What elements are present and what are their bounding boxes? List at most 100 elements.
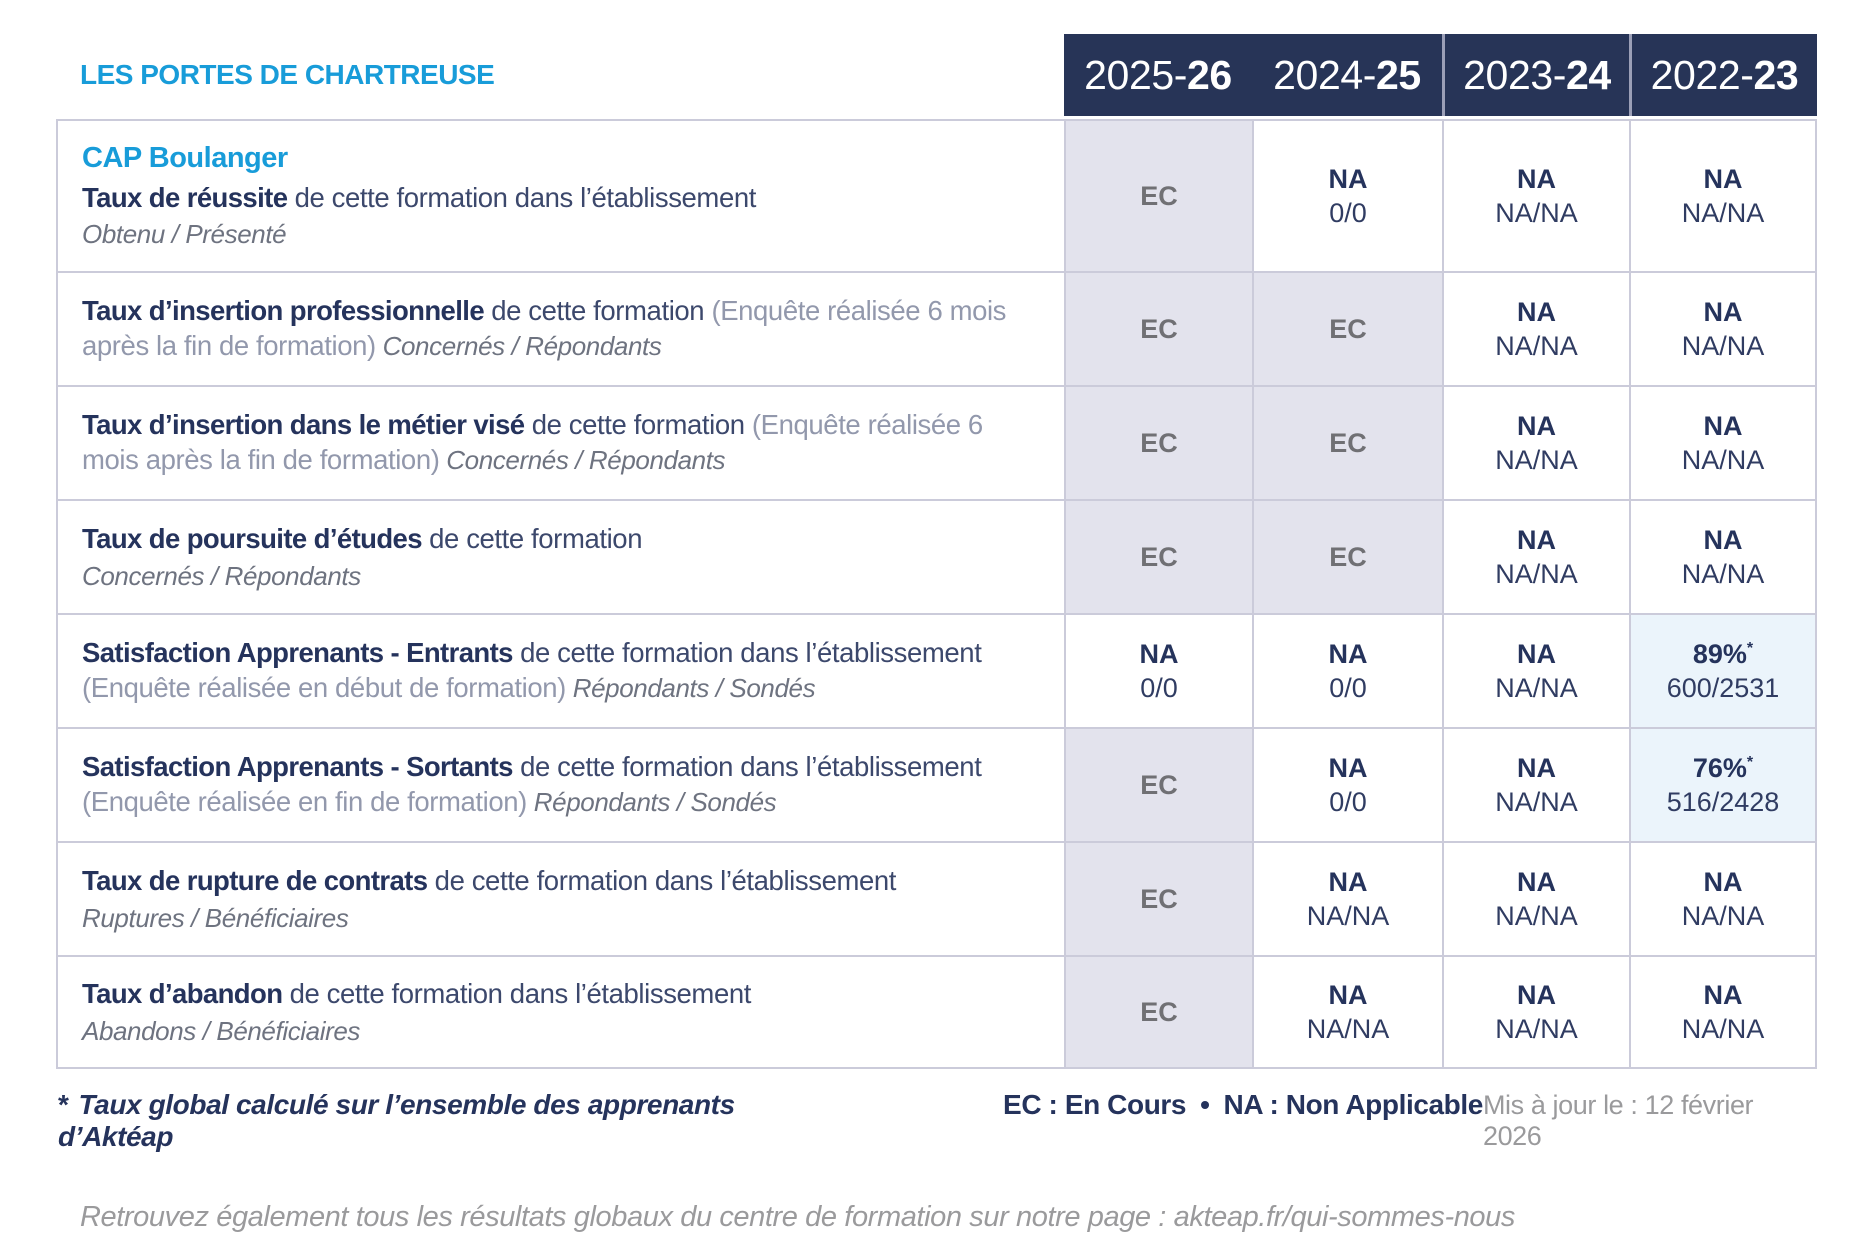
year-suffix: 24 [1566, 51, 1611, 98]
value-detail: NA/NA [1495, 330, 1578, 361]
value-detail: 0/0 [1329, 672, 1367, 703]
value-in-progress: EC [1140, 769, 1178, 800]
value-cell: NA NA/NA [1442, 119, 1629, 271]
row-label: Taux d’insertion dans le métier visé de … [56, 385, 1064, 499]
value-in-progress: EC [1329, 427, 1367, 458]
indicator-desc: de cette formation dans l’établissement [427, 865, 897, 897]
value-detail: NA/NA [1495, 444, 1578, 475]
indicator-name: Taux d’insertion professionnelle [82, 295, 485, 327]
year-prefix: 2023- [1463, 51, 1567, 98]
value-cell: NA NA/NA [1629, 119, 1817, 271]
value-asterisk: * [1746, 753, 1754, 771]
bottom-note: Retrouvez également tous les résultats g… [80, 1201, 1515, 1233]
row-label: Satisfaction Apprenants - Sortants de ce… [56, 727, 1064, 841]
footnote: * Taux global calculé sur l’ensemble des … [58, 1089, 853, 1153]
value-detail: 600/2531 [1666, 672, 1780, 703]
footer-row: * Taux global calculé sur l’ensemble des … [56, 1089, 1819, 1153]
indicator-ratio-label: Abandons / Bénéficiaires [82, 1015, 361, 1046]
row-label: Taux d’abandon de cette formation dans l… [56, 955, 1064, 1069]
indicator-name: Taux de rupture de contrats [82, 865, 428, 897]
value-main: NA [1517, 296, 1556, 327]
row-label-text: Satisfaction Apprenants - Sortants de ce… [82, 750, 1044, 819]
value-main: NA [1703, 410, 1743, 441]
value-main: NA [1703, 163, 1743, 194]
value-cell: NA NA/NA [1442, 385, 1629, 499]
value-in-progress: EC [1140, 883, 1178, 914]
value-detail: NA/NA [1495, 197, 1578, 228]
year-suffix: 23 [1753, 51, 1799, 98]
value-main: NA [1328, 163, 1368, 194]
indicator-ratio-label: Répondants / Sondés [565, 673, 816, 703]
value-main: NA [1703, 524, 1743, 555]
value-in-progress: EC [1140, 427, 1178, 458]
footnote-asterisk: * [58, 1089, 69, 1120]
value-main: NA [1328, 866, 1368, 897]
value-cell: EC [1064, 841, 1252, 955]
value-cell: EC [1252, 385, 1442, 499]
year-header-2022-23: 2022- 23 [1629, 34, 1817, 116]
indicator-desc: de cette formation [484, 295, 705, 327]
value-detail: NA/NA [1681, 330, 1765, 361]
value-main: NA [1517, 866, 1556, 897]
value-cell: EC [1252, 499, 1442, 613]
row-label: CAP Boulanger Taux de réussite de cette f… [56, 119, 1064, 271]
value-cell: NA NA/NA [1442, 955, 1629, 1069]
year-prefix: 2022- [1650, 51, 1754, 98]
indicator-survey-note: (Enquête réalisée 6 mois après la fin de… [82, 295, 1007, 361]
value-main: NA [1703, 296, 1743, 327]
indicator-name: Satisfaction Apprenants - Entrants [82, 637, 513, 669]
value-cell: 89%* 600/2531 [1629, 613, 1817, 727]
value-cell: NA NA/NA [1442, 613, 1629, 727]
row-label: Satisfaction Apprenants - Entrants de ce… [56, 613, 1064, 727]
value-detail: 516/2428 [1666, 786, 1780, 817]
value-in-progress: EC [1329, 541, 1367, 572]
value-cell: EC [1064, 499, 1252, 613]
value-detail: NA/NA [1495, 672, 1578, 703]
indicator-name: Satisfaction Apprenants - Sortants [82, 751, 513, 783]
year-suffix: 25 [1376, 51, 1421, 98]
indicator-ratio-label: Concernés / Répondants [439, 445, 726, 475]
row-label: Taux d’insertion professionnelle de cett… [56, 271, 1064, 385]
row-label-text: Taux de réussite de cette formation dans… [82, 181, 1044, 216]
updated-date: Mis à jour le : 12 février 2026 [1482, 1090, 1754, 1151]
indicator-survey-note: (Enquête réalisée en début de formation) [82, 672, 566, 703]
value-detail: NA/NA [1306, 900, 1390, 931]
value-cell: EC [1064, 119, 1252, 271]
value-cell: NA NA/NA [1442, 727, 1629, 841]
legend-separator: • [1200, 1089, 1210, 1120]
value-cell: EC [1252, 271, 1442, 385]
value-cell: NA NA/NA [1629, 385, 1817, 499]
value-detail: NA/NA [1495, 786, 1578, 817]
indicator-desc: de cette formation [421, 523, 643, 555]
indicator-survey-note: (Enquête réalisée 6 mois après la fin de… [82, 409, 983, 475]
year-suffix: 26 [1187, 51, 1232, 98]
indicator-desc: de cette formation dans l’établissement [512, 637, 982, 669]
value-in-progress: EC [1140, 541, 1178, 572]
value-detail: 0/0 [1329, 786, 1367, 817]
value-asterisk: * [1746, 639, 1754, 657]
value-cell: NA NA/NA [1442, 499, 1629, 613]
value-detail: NA/NA [1681, 1013, 1765, 1044]
value-cell: EC [1064, 385, 1252, 499]
value-detail: 0/0 [1140, 672, 1178, 703]
value-in-progress: EC [1329, 313, 1367, 344]
value-main: NA [1139, 638, 1179, 669]
row-label-text: Taux de poursuite d’études de cette form… [82, 522, 1044, 557]
value-cell: NA 0/0 [1252, 119, 1442, 271]
legend-na: NA : Non Applicable [1223, 1089, 1484, 1120]
value-main: NA [1517, 979, 1556, 1010]
indicator-ratio-label: Concernés / Répondants [375, 331, 662, 361]
course-title: CAP Boulanger [82, 141, 288, 174]
indicator-name: Taux d’insertion dans le métier visé [82, 409, 525, 441]
row-label-text: Satisfaction Apprenants - Entrants de ce… [82, 636, 1044, 705]
value-in-progress: EC [1140, 996, 1178, 1027]
value-in-progress: EC [1140, 313, 1178, 344]
org-title: LES PORTES DE CHARTREUSE [80, 59, 495, 90]
year-prefix: 2024- [1273, 51, 1377, 98]
value-cell: NA 0/0 [1064, 613, 1252, 727]
row-label: Taux de rupture de contrats de cette for… [56, 841, 1064, 955]
value-detail: NA/NA [1495, 558, 1578, 589]
indicator-desc: de cette formation dans l’établissement [287, 181, 757, 213]
value-cell: NA NA/NA [1252, 841, 1442, 955]
